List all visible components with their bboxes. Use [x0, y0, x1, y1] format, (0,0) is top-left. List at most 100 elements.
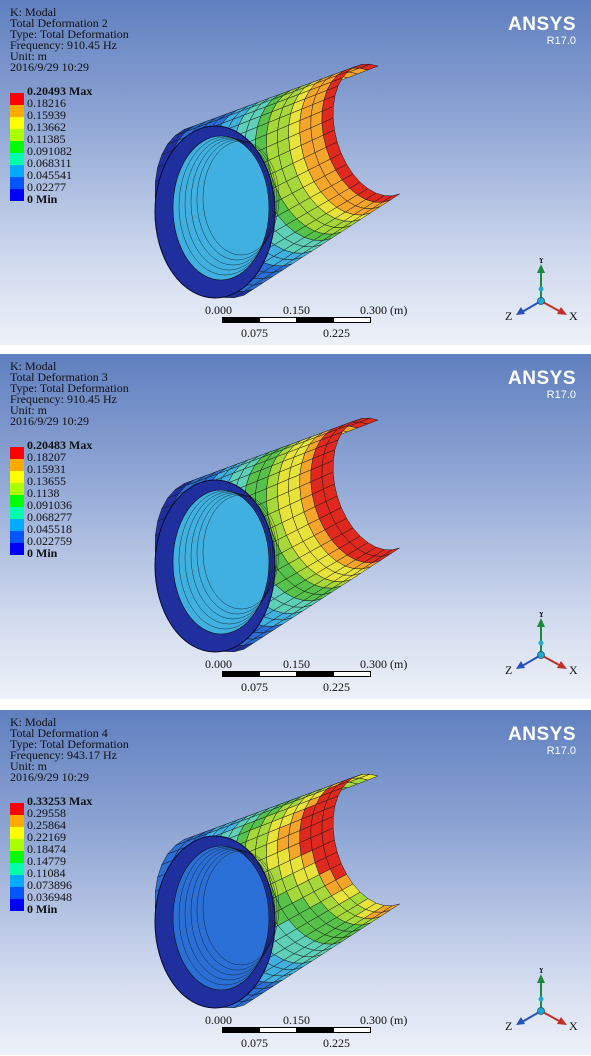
- legend-value: 0.33253 Max: [27, 794, 93, 808]
- x-axis-label: X: [569, 663, 578, 677]
- legend-value: 0 Min: [27, 902, 58, 916]
- result-name: Total Deformation 3: [10, 370, 108, 384]
- legend-value: 0.036948: [27, 890, 72, 904]
- scale-tick: 0.000: [205, 657, 232, 671]
- legend-swatch: [10, 483, 24, 495]
- scale-segment: [222, 1027, 260, 1033]
- result-info: K: Modal Total Deformation 3 Type: Total…: [10, 360, 129, 428]
- bore-mesh-line: [196, 849, 278, 971]
- scale-tick: 0.225: [323, 326, 350, 340]
- timestamp: 2016/9/29 10:29: [10, 60, 90, 74]
- legend-swatch: [10, 189, 24, 201]
- result-type: Type: Total Deformation: [10, 381, 129, 395]
- result-type: Type: Total Deformation: [10, 737, 129, 751]
- legend-swatch: [10, 519, 24, 531]
- scale-tick: 0.225: [323, 1036, 350, 1050]
- legend-value: 0 Min: [27, 192, 58, 206]
- timestamp: 2016/9/29 10:29: [10, 770, 90, 784]
- scale-tick: 0.150: [283, 657, 310, 671]
- ansys-logo: ANSYS R17.0: [508, 369, 576, 402]
- scale-segment: [222, 671, 260, 677]
- legend-swatch: [10, 839, 24, 851]
- legend-value: 0.25864: [27, 818, 66, 832]
- x-axis-label: X: [569, 1019, 578, 1033]
- bore-mesh-line: [190, 138, 276, 266]
- legend-value: 0.18216: [27, 96, 66, 110]
- timestamp: 2016/9/29 10:29: [10, 414, 90, 428]
- axis-triad-icon[interactable]: Y Z X: [505, 258, 585, 328]
- legend-swatch: [10, 531, 24, 543]
- legend-value: 0.20483 Max: [27, 438, 93, 452]
- brand-name: ANSYS: [508, 724, 576, 745]
- legend-swatch: [10, 105, 24, 117]
- legend-value: 0.073896: [27, 878, 72, 892]
- deformation-contour-model: [154, 417, 400, 653]
- bore-mesh-line: [202, 140, 280, 256]
- inner-bore: [172, 135, 270, 281]
- scale-segment: [296, 671, 334, 677]
- bore-mesh-line: [190, 492, 276, 620]
- scale-bar: 0.000 0.150 0.300 (m) 0.075 0.225: [205, 1013, 425, 1053]
- legend-swatch: [10, 129, 24, 141]
- legend-value: 0.18474: [27, 842, 66, 856]
- result-panel: K: Modal Total Deformation 4 Type: Total…: [0, 710, 591, 1055]
- scale-segment: [259, 671, 297, 677]
- unit-label: Unit: m: [10, 49, 48, 63]
- legend-swatch: [10, 447, 24, 459]
- legend-swatch: [10, 827, 24, 839]
- analysis-title: K: Modal: [10, 715, 57, 729]
- unit-label: Unit: m: [10, 403, 48, 417]
- scale-tick: 0.075: [241, 326, 268, 340]
- legend-value: 0.14779: [27, 854, 66, 868]
- axis-triad-icon[interactable]: Y Z X: [505, 612, 585, 682]
- axis-triad-icon[interactable]: Y Z X: [505, 968, 585, 1038]
- unit-label: Unit: m: [10, 759, 48, 773]
- legend-value: 0.13662: [27, 120, 66, 134]
- legend-value: 0.22169: [27, 830, 66, 844]
- z-axis-label: Z: [505, 1019, 512, 1033]
- legend-value: 0.20493 Max: [27, 84, 93, 98]
- bore-mesh-line: [184, 491, 274, 625]
- scale-tick: 0.300 (m): [360, 303, 408, 317]
- legend-swatch: [10, 495, 24, 507]
- legend-swatch: [10, 93, 24, 105]
- inner-bore: [172, 845, 270, 991]
- result-info: K: Modal Total Deformation 2 Type: Total…: [10, 6, 129, 74]
- legend-value: 0.11385: [27, 132, 66, 146]
- mesh-element: [382, 193, 400, 203]
- scale-segment: [259, 1027, 297, 1033]
- legend-swatch: [10, 863, 24, 875]
- scale-segment: [333, 1027, 371, 1033]
- legend-swatch: [10, 803, 24, 815]
- legend-value: 0.045541: [27, 168, 72, 182]
- legend-value: 0.068277: [27, 510, 72, 524]
- result-info: K: Modal Total Deformation 4 Type: Total…: [10, 715, 129, 784]
- bore-mesh-line: [202, 494, 280, 610]
- legend-swatch: [10, 815, 24, 827]
- legend-value: 0.068311: [27, 156, 72, 170]
- frequency-label: Frequency: 910.45 Hz: [10, 392, 117, 406]
- result-panel: K: Modal Total Deformation 2 Type: Total…: [0, 0, 591, 345]
- result-name: Total Deformation 2: [10, 16, 108, 30]
- legend-swatch: [10, 543, 24, 555]
- legend-swatch: [10, 887, 24, 899]
- scale-segment: [259, 317, 297, 323]
- deformation-contour-model: [154, 63, 400, 299]
- legend-value: 0.11084: [27, 866, 66, 880]
- release-label: R17.0: [546, 389, 576, 401]
- scale-tick: 0.000: [205, 303, 232, 317]
- scale-tick: 0.075: [241, 1036, 268, 1050]
- legend-swatch: [10, 177, 24, 189]
- legend-swatch: [10, 153, 24, 165]
- mesh-element: [382, 903, 400, 913]
- scale-tick: 0.150: [283, 303, 310, 317]
- legend-swatch: [10, 851, 24, 863]
- legend-swatch: [10, 117, 24, 129]
- legend-swatch: [10, 459, 24, 471]
- bore-mesh-line: [202, 850, 280, 966]
- bore-mesh-line: [196, 493, 278, 615]
- release-label: R17.0: [546, 35, 576, 47]
- scale-tick: 0.000: [205, 1013, 232, 1027]
- legend-value: 0.29558: [27, 806, 66, 820]
- result-panel: K: Modal Total Deformation 3 Type: Total…: [0, 354, 591, 699]
